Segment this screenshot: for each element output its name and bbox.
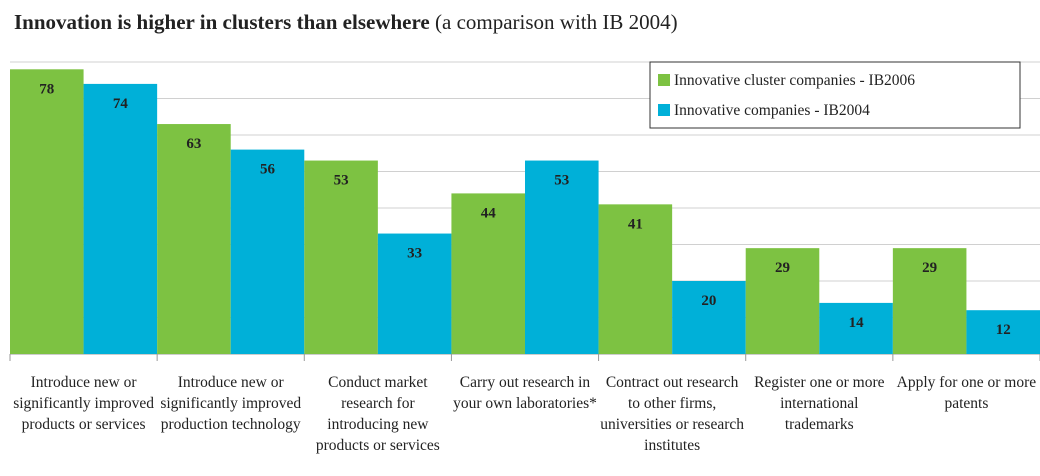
bar [10, 69, 84, 355]
x-tick-label: Contract out research to other firms, un… [600, 374, 744, 454]
x-tick-label: Conduct market research for introducing … [315, 374, 440, 454]
x-tick-label: Apply for one or more patents [896, 374, 1037, 412]
data-label: 53 [334, 173, 349, 189]
title-note: (a comparison with IB 2004) [435, 10, 678, 34]
bar [451, 193, 525, 354]
legend-swatch [658, 104, 670, 116]
data-label: 63 [186, 136, 201, 152]
x-tick-label: Register one or more international trade… [754, 374, 885, 433]
bar [525, 160, 599, 354]
bar [230, 149, 305, 354]
bar [672, 281, 746, 354]
x-tick-label: Introduce new or significantly improved … [13, 374, 154, 433]
data-label: 20 [701, 293, 716, 309]
legend-box [649, 61, 1021, 129]
data-label: 29 [775, 260, 790, 276]
chart-title: Innovation is higher in clusters than el… [14, 10, 678, 35]
bar [157, 124, 231, 354]
data-label: 44 [481, 205, 497, 221]
bar [745, 248, 820, 354]
bar [966, 310, 1040, 354]
bar [892, 248, 967, 354]
data-label: 33 [407, 246, 422, 262]
bar [819, 302, 893, 354]
bar [598, 204, 673, 354]
legend-label: Innovative companies - IB2004 [674, 102, 870, 119]
bar [377, 233, 452, 354]
x-tick-label: Carry out research in your own laborator… [453, 374, 597, 412]
data-label: 41 [628, 216, 643, 232]
bar [83, 83, 158, 355]
data-label: 78 [39, 81, 54, 97]
bar [304, 160, 378, 354]
data-label: 56 [260, 162, 276, 178]
title: Innovation is higher in clusters than el… [14, 10, 430, 34]
data-label: 14 [849, 315, 865, 331]
data-label: 12 [996, 322, 1011, 338]
data-label: 74 [113, 96, 129, 112]
legend-label: Innovative cluster companies - IB2006 [674, 72, 915, 89]
legend-swatch [658, 74, 670, 86]
x-tick-label: Introduce new or significantly improved … [160, 374, 302, 433]
data-label: 53 [554, 173, 569, 189]
data-label: 29 [922, 260, 937, 276]
